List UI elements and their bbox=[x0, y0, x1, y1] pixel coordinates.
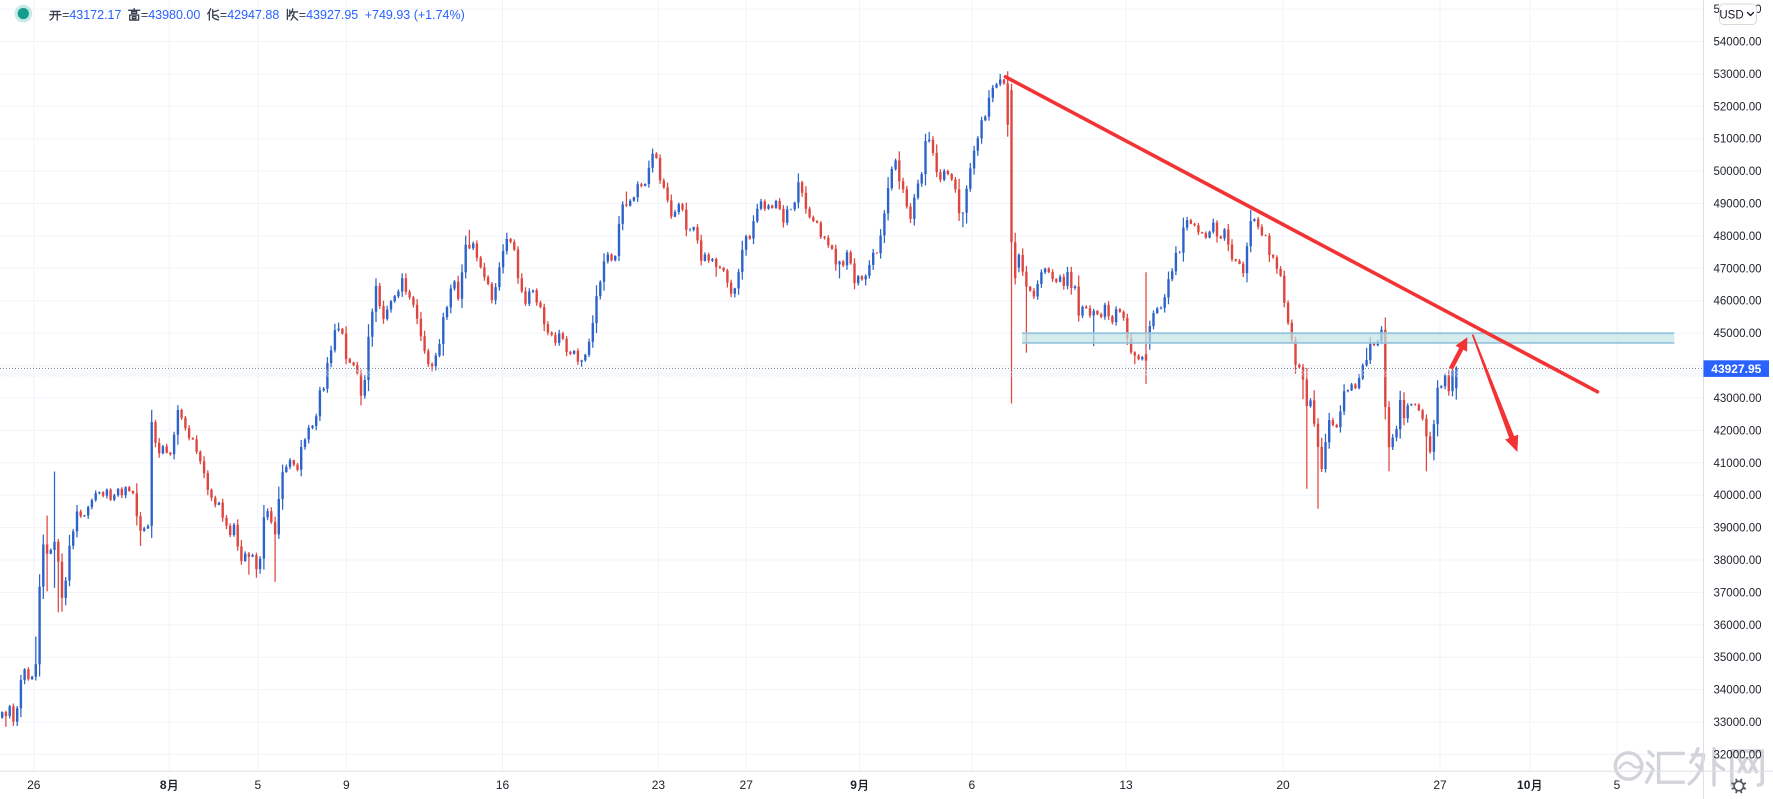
svg-text:26: 26 bbox=[27, 778, 41, 792]
svg-text:49000.00: 49000.00 bbox=[1714, 199, 1762, 211]
svg-text:6: 6 bbox=[968, 778, 975, 792]
svg-text:37000.00: 37000.00 bbox=[1714, 587, 1762, 599]
svg-text:38000.00: 38000.00 bbox=[1714, 555, 1762, 567]
svg-text:34000.00: 34000.00 bbox=[1714, 685, 1762, 697]
svg-text:=43980.00: =43980.00 bbox=[141, 8, 200, 22]
svg-text:13: 13 bbox=[1119, 778, 1133, 792]
svg-text:20: 20 bbox=[1276, 778, 1290, 792]
svg-text:52000.00: 52000.00 bbox=[1714, 101, 1762, 113]
svg-text:=43927.95: =43927.95 bbox=[299, 8, 358, 22]
svg-text:8: 8 bbox=[160, 778, 167, 792]
svg-text:10: 10 bbox=[1517, 778, 1531, 792]
svg-text:42000.00: 42000.00 bbox=[1714, 425, 1762, 437]
svg-text:USD: USD bbox=[1719, 10, 1743, 22]
svg-text:40000.00: 40000.00 bbox=[1714, 490, 1762, 502]
svg-text:54000.00: 54000.00 bbox=[1714, 37, 1762, 49]
svg-text:36000.00: 36000.00 bbox=[1714, 620, 1762, 632]
svg-text:16: 16 bbox=[496, 778, 510, 792]
svg-text:=43172.17: =43172.17 bbox=[62, 8, 121, 22]
svg-text:23: 23 bbox=[652, 778, 666, 792]
svg-text:=42947.88: =42947.88 bbox=[220, 8, 279, 22]
svg-text:45000.00: 45000.00 bbox=[1714, 328, 1762, 340]
svg-text:5: 5 bbox=[1614, 778, 1621, 792]
svg-text:46000.00: 46000.00 bbox=[1714, 296, 1762, 308]
svg-text:33000.00: 33000.00 bbox=[1714, 717, 1762, 729]
svg-text:+749.93 (+1.74%): +749.93 (+1.74%) bbox=[365, 8, 465, 22]
svg-text:35000.00: 35000.00 bbox=[1714, 652, 1762, 664]
svg-text:5: 5 bbox=[255, 778, 262, 792]
svg-text:53000.00: 53000.00 bbox=[1714, 69, 1762, 81]
svg-text:50000.00: 50000.00 bbox=[1714, 166, 1762, 178]
svg-text:9: 9 bbox=[850, 778, 857, 792]
svg-text:27: 27 bbox=[740, 778, 754, 792]
svg-text:43000.00: 43000.00 bbox=[1714, 393, 1762, 405]
svg-text:43927.95: 43927.95 bbox=[1711, 362, 1761, 376]
svg-text:41000.00: 41000.00 bbox=[1714, 458, 1762, 470]
svg-text:32000.00: 32000.00 bbox=[1714, 749, 1762, 761]
svg-text:48000.00: 48000.00 bbox=[1714, 231, 1762, 243]
svg-text:51000.00: 51000.00 bbox=[1714, 134, 1762, 146]
svg-text:39000.00: 39000.00 bbox=[1714, 523, 1762, 535]
svg-text:47000.00: 47000.00 bbox=[1714, 263, 1762, 275]
svg-text:27: 27 bbox=[1433, 778, 1447, 792]
svg-text:9: 9 bbox=[343, 778, 350, 792]
